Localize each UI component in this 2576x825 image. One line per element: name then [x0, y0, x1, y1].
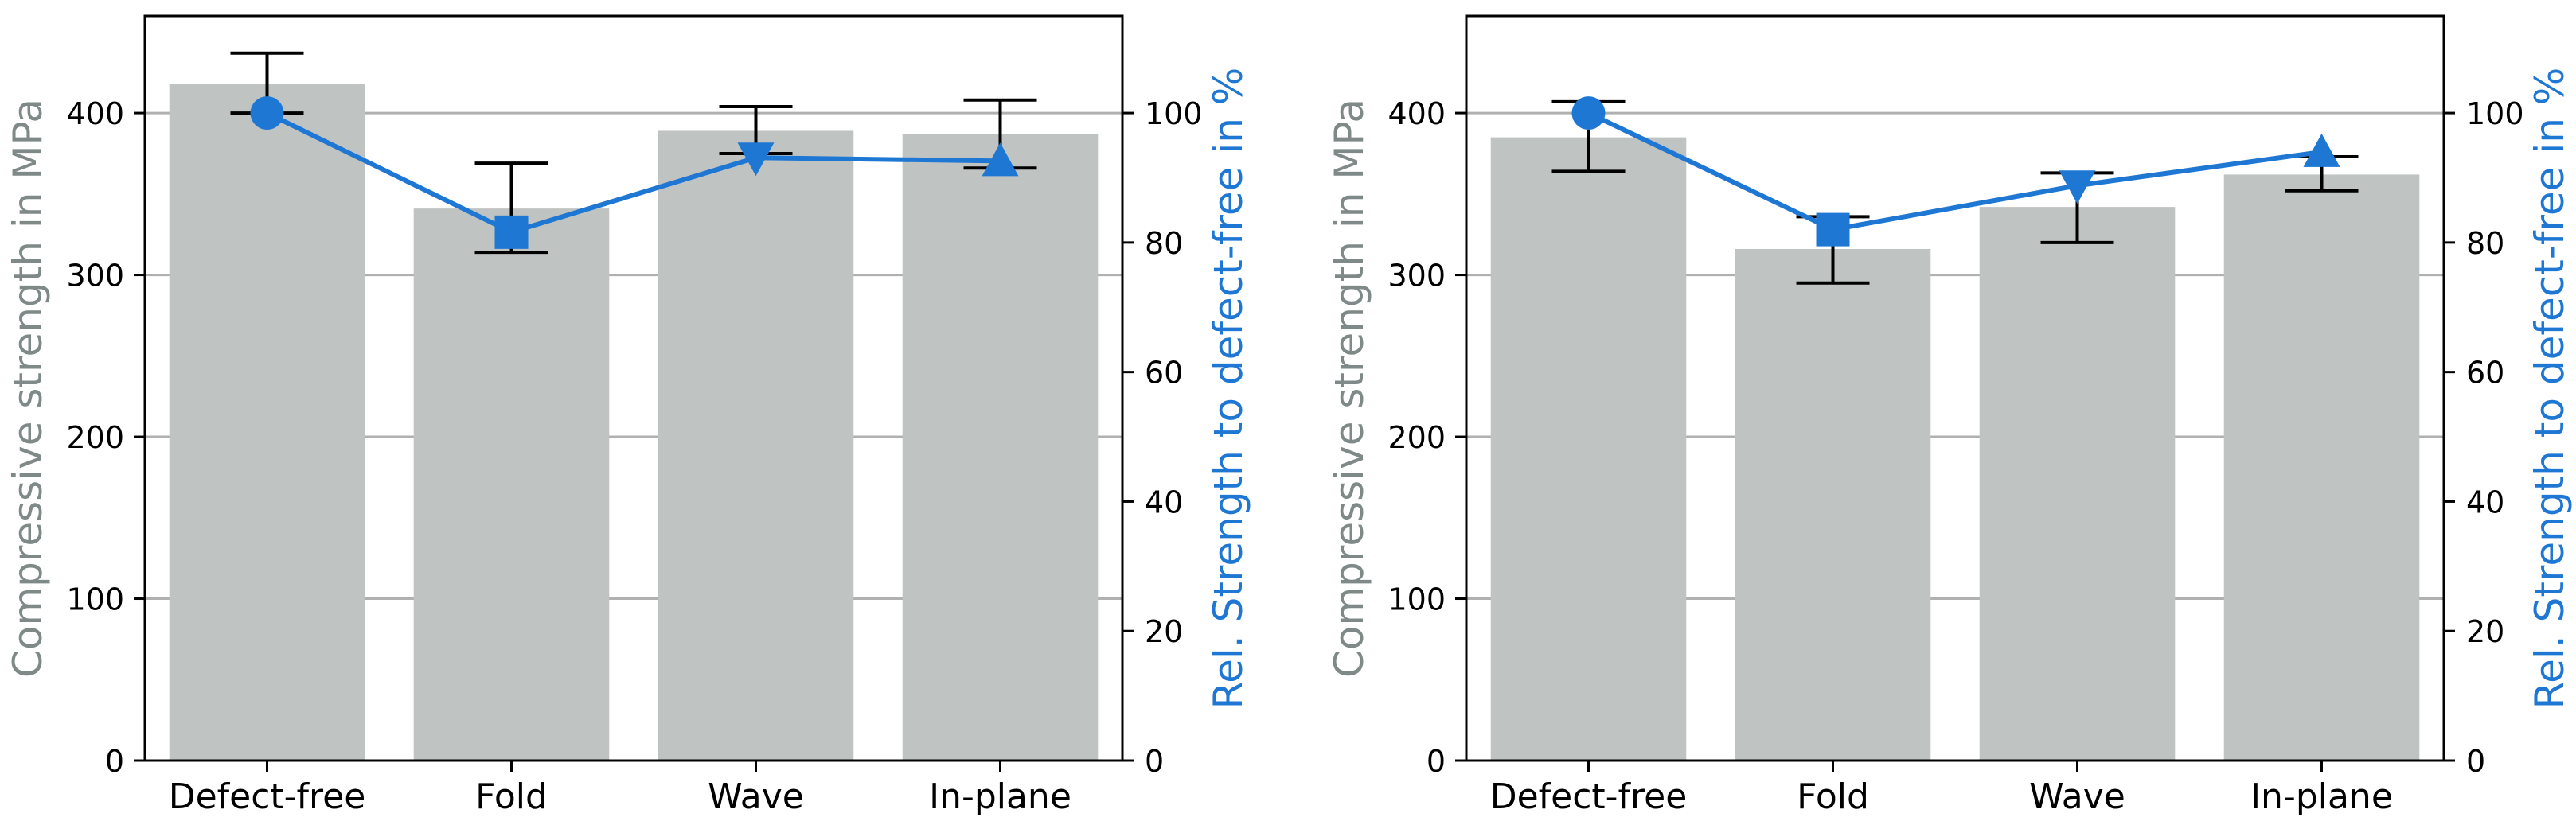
y2-tick-label: 0 — [1145, 744, 1164, 779]
chart-panel-1: 0 100 200 300 400 0 20 40 60 80 100 Defect-free Fold… — [5, 14, 1251, 817]
x-tick-label: Wave — [2029, 776, 2125, 817]
plot-frame — [1465, 14, 2445, 762]
bar-in-plane — [902, 134, 1099, 761]
bar-fold — [413, 208, 610, 761]
y2-tick-label: 100 — [2466, 96, 2524, 131]
y2-tick-label: 20 — [2466, 614, 2504, 649]
marker-square — [494, 215, 529, 249]
y2-tick-label: 100 — [1145, 96, 1203, 131]
y2-axis-label: Rel. Strength to defect-free in % — [2527, 68, 2573, 710]
x-tick-label: Fold — [1797, 776, 1869, 817]
y-tick-label: 300 — [66, 259, 124, 294]
y2-axis-label: Rel. Strength to defect-free in % — [1205, 68, 1251, 710]
bar-defect-free — [1490, 137, 1687, 761]
y-axis-label: Compressive strength in MPa — [1326, 99, 1372, 678]
marker-triangle-down — [737, 142, 775, 177]
x-tick-label: Defect-free — [1490, 776, 1688, 817]
y-tick-label: 100 — [66, 582, 124, 617]
bar-defect-free — [169, 84, 365, 761]
marker-circle — [1571, 96, 1606, 130]
plot-frame — [143, 14, 1124, 762]
y-tick-label: 200 — [1388, 420, 1446, 455]
y-tick-label: 0 — [105, 744, 124, 779]
y-tick-label: 0 — [1427, 744, 1446, 779]
y-tick-label: 200 — [66, 420, 124, 455]
y-tick-label: 100 — [1388, 582, 1446, 617]
y2-tick-label: 20 — [1145, 614, 1183, 649]
y-tick-label: 300 — [1388, 259, 1446, 294]
y-tick-label: 400 — [66, 96, 124, 131]
bar-fold — [1735, 249, 1931, 761]
chart-panel-2: 0 100 200 300 400 0 20 40 60 80 100 Defect-free Fold… — [1326, 14, 2573, 817]
marker-triangle-down — [2059, 170, 2096, 204]
bar-wave — [658, 130, 854, 761]
bar-wave — [1979, 207, 2176, 761]
y2-tick-label: 40 — [2466, 484, 2504, 520]
x-tick-label: Wave — [708, 776, 804, 817]
y2-tick-label: 80 — [2466, 226, 2504, 261]
x-tick-label: Fold — [475, 776, 548, 817]
y-tick-label: 400 — [1388, 96, 1446, 131]
relative-strength-line — [266, 111, 1001, 235]
y2-tick-label: 60 — [2466, 356, 2504, 391]
marker-triangle-up — [982, 142, 1019, 177]
relative-strength-line — [1587, 111, 2322, 232]
x-tick-label: In-plane — [929, 776, 1071, 817]
bar-in-plane — [2223, 174, 2420, 761]
y2-tick-label: 0 — [2466, 744, 2485, 779]
x-tick-label: Defect-free — [169, 776, 366, 817]
x-tick-label: In-plane — [2250, 776, 2393, 817]
y-axis-label: Compressive strength in MPa — [5, 99, 51, 678]
y2-tick-label: 40 — [1145, 484, 1183, 520]
marker-triangle-up — [2303, 133, 2340, 167]
y2-tick-label: 60 — [1145, 356, 1183, 391]
marker-square — [1816, 212, 1850, 247]
marker-circle — [250, 96, 284, 130]
y2-tick-label: 80 — [1145, 226, 1183, 261]
